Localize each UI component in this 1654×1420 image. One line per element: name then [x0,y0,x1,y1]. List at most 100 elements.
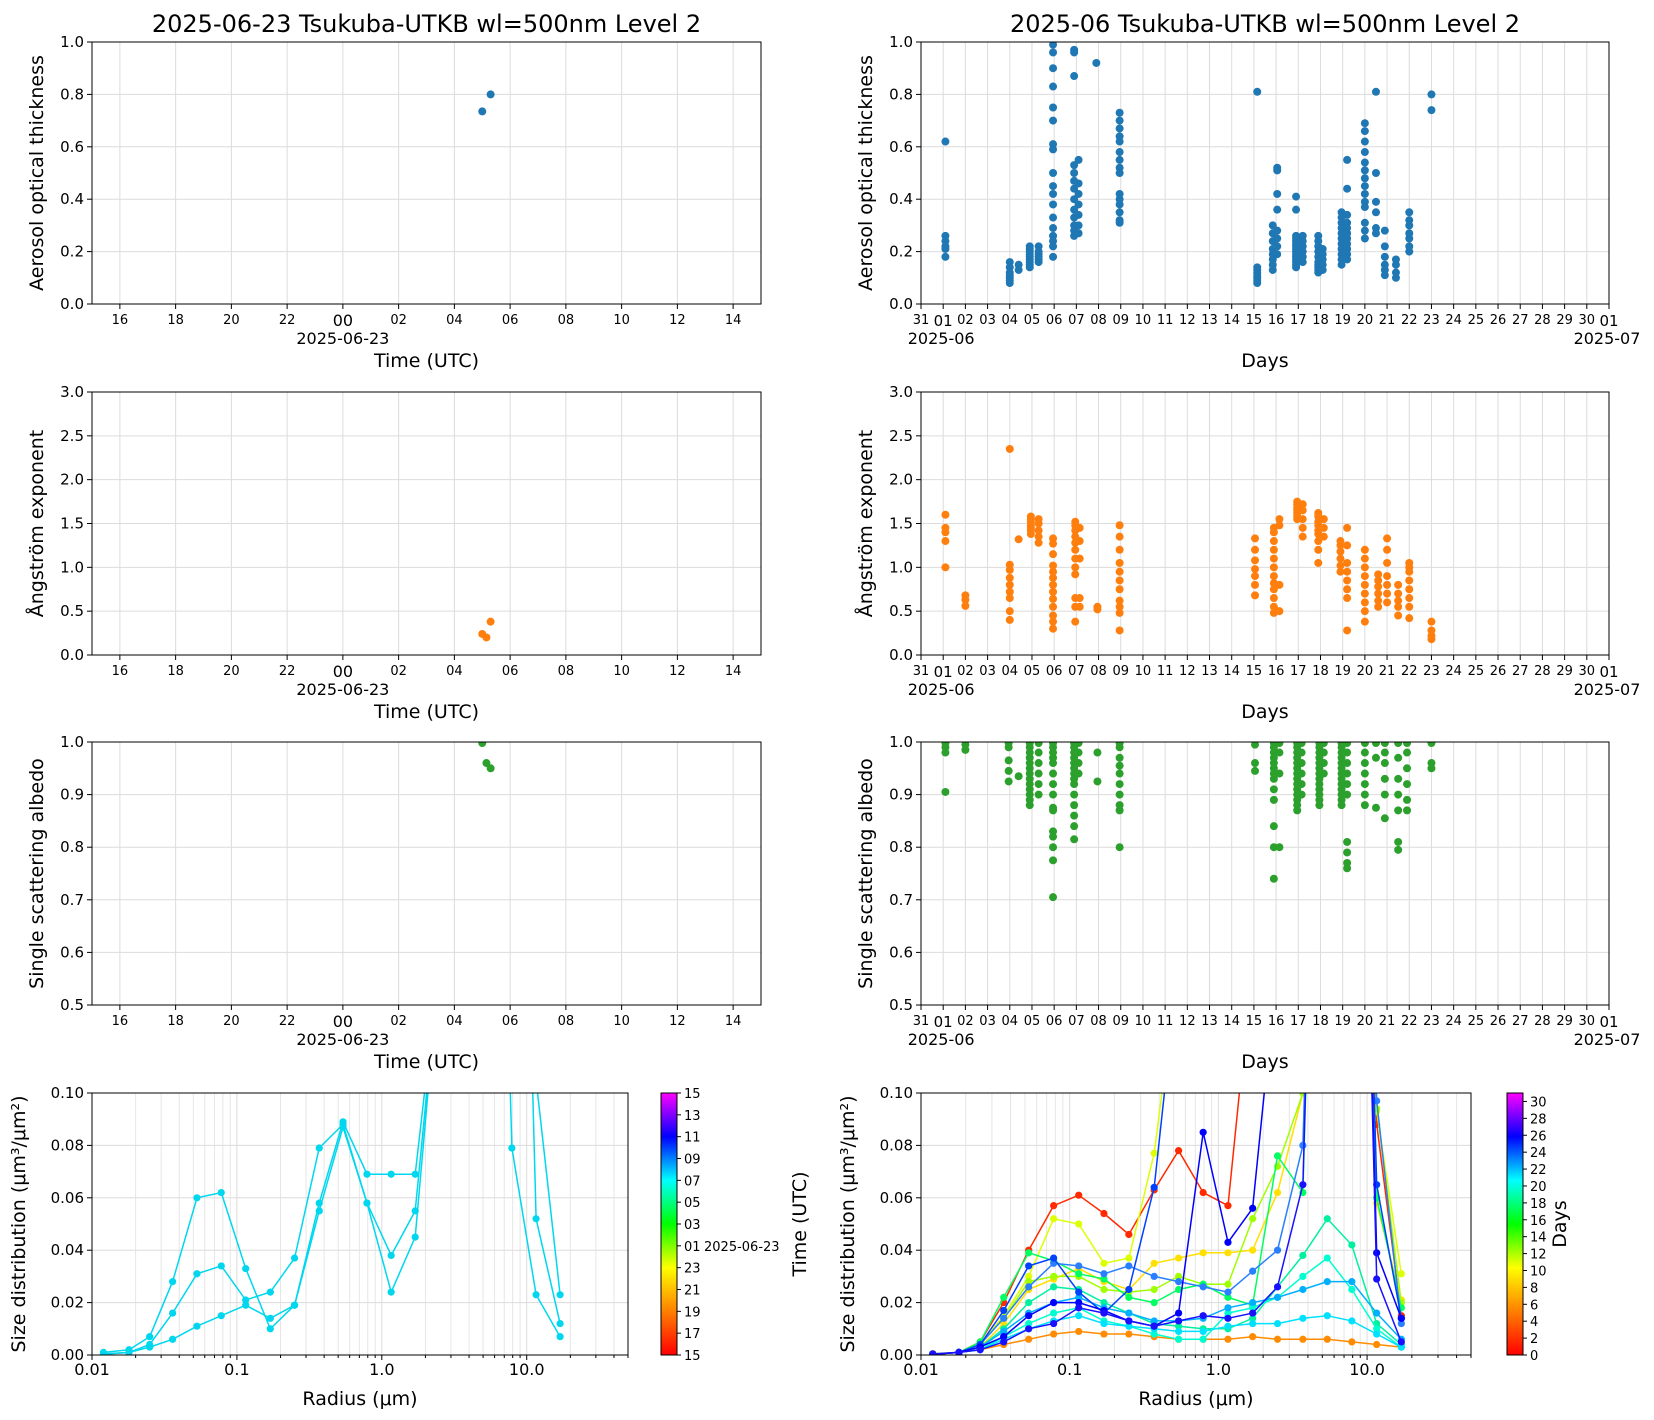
data-point [1275,515,1284,524]
colorbar: 15 17 19 21 23 01 03 05 07 09 11 13 15 2025-06-23 Time… [660,1087,811,1364]
x-tick-label: 16 [1268,313,1285,328]
x-tick-label: 03 [979,313,996,328]
panel-ssa_day: 16 18 20 22 00 02 04 06 08 10 12 14 0.5 0.6 0.7 0.8 0.9 1… [26,733,762,1073]
data-point [1074,179,1083,188]
data-point [1199,1188,1207,1197]
data-point [1026,530,1035,539]
data-point [1273,189,1282,198]
data-point [1273,205,1282,214]
data-point [1100,1285,1108,1294]
x-tick-label: 12 [1179,1014,1196,1029]
data-point [1050,1299,1058,1307]
x-axis-label: Days [1241,701,1288,723]
colorbar-tick-label: 28 [1530,1112,1547,1127]
data-point [1174,1254,1183,1262]
series-line [932,1093,1403,1355]
data-point [1380,271,1389,280]
data-point [1360,226,1369,235]
y-axis-label: Ångström exponent [854,430,877,618]
data-point [1275,748,1284,757]
data-point [1224,1249,1232,1257]
data-point [1249,1319,1257,1328]
data-layer [941,444,1436,644]
data-point [1034,532,1043,541]
data-point [1224,1304,1232,1312]
data-point [1004,777,1013,786]
x-tick-label: 11 [1157,313,1174,328]
data-point [1174,1309,1183,1317]
data-point [1004,743,1013,752]
data-point [1049,780,1058,789]
data-point [1004,766,1013,775]
data-point [1224,1293,1232,1301]
data-point [1075,1312,1083,1320]
panel-ae_day: 16 18 20 22 00 02 04 06 08 10 12 14 0.0 0.5 1.0 1.5 2.0 2… [25,383,762,723]
data-point [1050,1272,1058,1280]
series-12 [929,1093,1405,1355]
data-point [486,764,495,773]
chart-title: 2025-06-23 Tsukuba-UTKB wl=500nm Level 2 [152,10,701,38]
x-tick-label: 16 [112,1014,129,1029]
x-tick-label: 17 [1290,1014,1307,1029]
series-line [103,1093,561,1355]
x-tick-label: 09 [1112,1014,1129,1029]
data-point [1049,539,1058,548]
data-point [1070,205,1079,214]
data-point [1224,1309,1232,1317]
data-point [1049,617,1058,626]
x-tick-label: 21 [1379,1014,1396,1029]
data-point [1273,1335,1282,1343]
data-point [1005,565,1014,574]
data-point [1343,790,1352,799]
y-axis-label: Size distribution (μm³/μm²) [837,1095,859,1352]
x-tick-label: 01 [1599,312,1618,330]
data-point [1115,843,1124,852]
y-tick-label: 0.4 [889,190,913,208]
data-point [1323,1312,1331,1320]
data-point [1224,1280,1232,1288]
data-point [193,1270,201,1278]
x-tick-label: 30 [1579,664,1596,679]
x-tick-label: 06 [502,1014,519,1029]
data-point [1343,184,1352,193]
data-point [1100,1319,1108,1328]
data-point [1249,1267,1257,1275]
x-tick-label: 20 [1357,313,1374,328]
x-tick-label: 23 [1423,313,1440,328]
data-point [1275,580,1284,589]
colorbar-tick-label: 23 [684,1262,701,1277]
data-point [1049,189,1058,198]
data-point [478,742,487,748]
data-point [1249,1299,1257,1307]
data-point [1115,558,1124,567]
data-point [1100,1209,1108,1218]
data-point [1297,780,1306,789]
data-point [1298,506,1307,515]
x-tick-label: 08 [1090,1014,1107,1029]
data-point [1070,835,1079,844]
data-point [1405,247,1414,256]
y-tick-label: 0.02 [51,1294,84,1312]
data-point [1292,263,1301,272]
data-point [339,1123,347,1131]
data-point [941,748,950,757]
data-point [1014,535,1023,544]
x-tick-label: 08 [558,313,575,328]
data-point [1075,602,1084,611]
x-tick-label: 27 [1512,664,1529,679]
axes-frame [91,41,762,305]
data-point [941,252,950,261]
data-point [1343,748,1352,757]
data-point [1269,843,1278,852]
data-point [1150,1183,1158,1191]
colorbar-label: Time (UTC) [789,1171,811,1277]
data-point [1380,226,1389,235]
data-point [1374,576,1383,585]
data-point [1268,221,1277,230]
data-point [1034,538,1043,547]
y-axis-label: Aerosol optical thickness [26,55,48,291]
data-point [1049,759,1058,768]
data-point [1075,537,1084,546]
colorbar-tick-label: 22 [1530,1163,1547,1178]
